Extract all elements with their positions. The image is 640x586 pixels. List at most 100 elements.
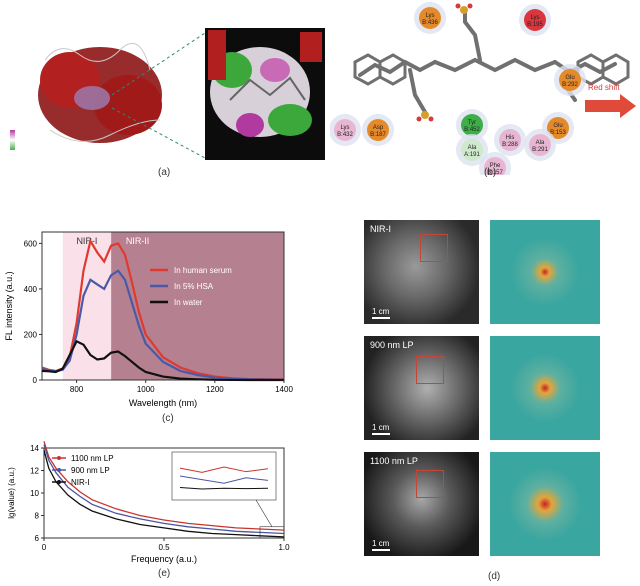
panel-e: 1100 nm LP 900 nm LP NIR-I 0 0.5 1.0 6 8 10 12 14 F… xyxy=(0,440,300,581)
series-line-1 xyxy=(43,444,285,535)
row-label: NIR-I xyxy=(370,224,391,234)
y-axis-label: lg(value) (a.u.) xyxy=(7,467,16,519)
inset-frame xyxy=(171,451,277,501)
inset-line-1 xyxy=(179,475,269,484)
scale-label: 1 cm xyxy=(372,307,390,316)
legend-label-0: 1100 nm LP xyxy=(71,454,114,463)
y-tick-label: 12 xyxy=(30,467,39,476)
residue-circle xyxy=(334,119,356,141)
protein-ribbon xyxy=(38,42,162,143)
legend-label-2: NIR-I xyxy=(71,478,90,487)
protein-structure-illustration xyxy=(10,28,325,160)
residue-name: Ala xyxy=(536,140,545,146)
residue-name: Glu xyxy=(553,123,562,129)
residue-circle xyxy=(461,139,483,161)
y-tick-label: 600 xyxy=(24,239,38,248)
red-shift-arrow xyxy=(585,94,636,118)
legend-label-1: 900 nm LP xyxy=(71,466,110,475)
nir-image-3: 1100 nm LP 1 cm xyxy=(364,452,479,556)
residue-name: Lys xyxy=(425,13,434,19)
residue-name: Phe xyxy=(490,163,501,169)
residue-circle xyxy=(524,9,546,31)
scale-bar xyxy=(372,549,390,551)
residue-circle xyxy=(547,117,569,139)
fft-image-2 xyxy=(490,336,600,440)
residue-layer: LysB:436LysB:195GluB:292GluB:153LysB:432… xyxy=(329,2,586,184)
red-shift-label: Red shift xyxy=(588,83,620,92)
residue-name: Tyr xyxy=(468,120,476,126)
x-tick-label: 1200 xyxy=(206,385,224,394)
fft-center xyxy=(490,452,600,556)
legend-marker-1 xyxy=(57,468,61,472)
inset-line-2 xyxy=(179,487,269,490)
y-tick-label: 10 xyxy=(30,489,39,498)
series-line-2 xyxy=(41,339,284,382)
residue-id: A:191 xyxy=(464,152,480,158)
series-line-2 xyxy=(43,450,285,538)
residue-id: B:288 xyxy=(502,142,518,148)
y-tick-label: 200 xyxy=(24,330,38,339)
scale-bar xyxy=(372,317,390,319)
residue-name: Lys xyxy=(530,15,539,21)
legend-label-0: In human serum xyxy=(174,266,232,275)
scale-label: 1 cm xyxy=(372,423,390,432)
x-tick-label: 1400 xyxy=(275,385,293,394)
region-label: NIR-I xyxy=(76,236,97,246)
residue-id: B:436 xyxy=(422,20,438,26)
y-tick-label: 0 xyxy=(33,376,38,385)
y-axis-label: FL intensity (a.u.) xyxy=(4,271,14,340)
x-tick-label: 0.5 xyxy=(158,543,170,552)
row-label: 900 nm LP xyxy=(370,340,414,350)
roi-box xyxy=(420,234,448,262)
residue-circle xyxy=(499,129,521,151)
panel-label-b: (b) xyxy=(484,167,497,178)
residue-id: B:195 xyxy=(527,22,543,28)
residue-id: B:292 xyxy=(562,82,578,88)
x-tick-label: 1000 xyxy=(137,385,155,394)
residue-name: Glu xyxy=(565,75,574,81)
emission-spectrum-chart: NIR-I NIR-II In human serum In 5% HSA In wat… xyxy=(4,231,293,408)
nir-image-1: NIR-I 1 cm xyxy=(364,220,479,324)
x-axis-label: Frequency (a.u.) xyxy=(131,554,197,564)
region-label: NIR-II xyxy=(126,236,150,246)
panel-label-d: (d) xyxy=(488,571,501,582)
vessel-texture xyxy=(364,220,479,324)
residue-id: B:291 xyxy=(532,147,548,153)
x-tick-label: 800 xyxy=(70,385,84,394)
fft-center xyxy=(490,220,600,324)
roi-box xyxy=(416,470,444,498)
fft-center xyxy=(490,336,600,440)
docking-diagram: LysB:436LysB:195GluB:292GluB:153LysB:432… xyxy=(329,2,636,184)
residue-circle xyxy=(484,157,506,179)
panel-label-e: (e) xyxy=(158,568,171,579)
residue-name: His xyxy=(506,135,515,141)
zoom-connector xyxy=(255,499,273,527)
residue-circle xyxy=(419,7,441,29)
y-tick-label: 14 xyxy=(30,444,39,453)
frequency-chart: 1100 nm LP 900 nm LP NIR-I 0 0.5 1.0 6 8 10 12 14 F… xyxy=(7,441,290,564)
legend-label-1: In 5% HSA xyxy=(174,282,214,291)
residue-id: B:157 xyxy=(487,170,503,175)
region-1 xyxy=(111,232,285,380)
roi-box xyxy=(416,356,444,384)
panel-a xyxy=(0,0,330,175)
x-tick-label: 1.0 xyxy=(278,543,290,552)
inset-line-0 xyxy=(179,466,269,473)
y-tick-label: 8 xyxy=(35,512,40,521)
scale-label: 1 cm xyxy=(372,539,390,548)
x-axis-label: Wavelength (nm) xyxy=(129,398,197,408)
series-line-1 xyxy=(41,269,285,381)
residue-id: B:452 xyxy=(464,127,480,133)
y-tick-label: 400 xyxy=(24,285,38,294)
panel-b: Lys B:436 Lys B:195 Glu B:292 Glu B:153 Lys B:432… xyxy=(329,0,640,184)
panel-d: NIR-I 1 cm 900 nm LP 1 cm 1100 nm LP 1 c… xyxy=(362,218,602,568)
fft-image-3 xyxy=(490,452,600,556)
x-tick-label: 0 xyxy=(42,543,47,552)
